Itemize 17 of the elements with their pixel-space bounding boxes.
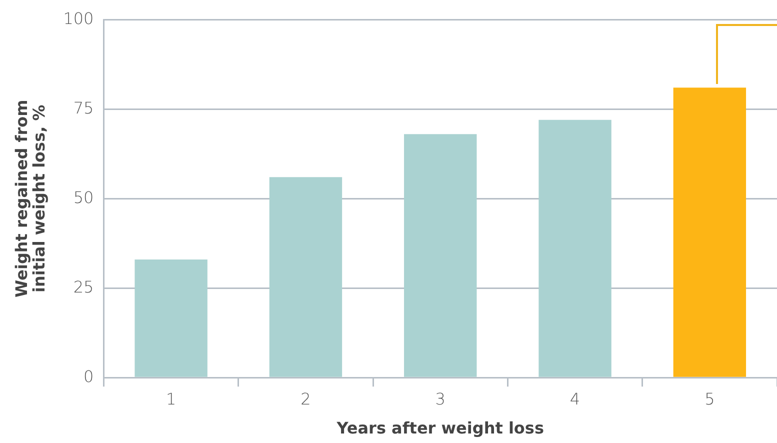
x-axis-title: Years after weight loss (336, 418, 544, 438)
y-tick-label: 50 (73, 188, 94, 207)
x-tick-label: 4 (570, 389, 580, 408)
bar (404, 134, 477, 377)
bar (538, 120, 612, 377)
y-tick-label: 100 (63, 8, 94, 28)
x-tick-label: 5 (704, 389, 715, 408)
y-tick-label: 75 (73, 98, 94, 118)
y-tick-label: 0 (84, 366, 94, 386)
x-tick-label: 1 (166, 389, 176, 408)
bar (673, 88, 746, 377)
y-axis-title: Weight regained from initial weight loss, % (12, 100, 49, 298)
y-tick-label: 25 (73, 277, 94, 296)
bar (134, 259, 208, 377)
x-tick-label: 3 (435, 389, 446, 408)
x-tick-label: 2 (300, 389, 311, 408)
bar (269, 177, 342, 377)
